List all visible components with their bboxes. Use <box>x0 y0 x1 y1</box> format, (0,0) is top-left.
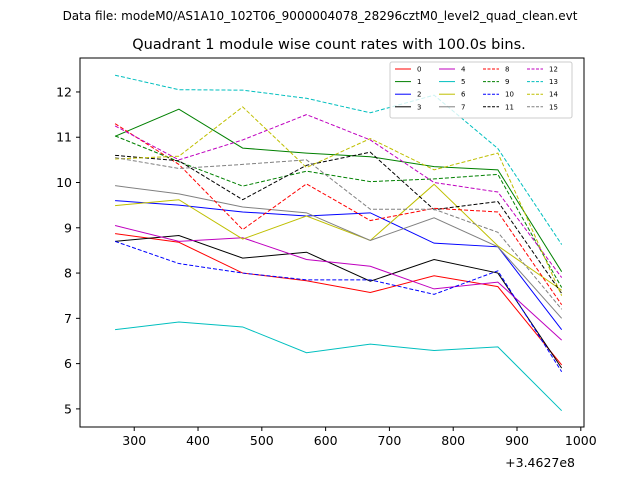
plot-frame <box>79 57 585 428</box>
legend-label-3: 3 <box>417 103 421 111</box>
legend-label-6: 6 <box>461 91 466 99</box>
x-tick-label: 400 <box>186 433 210 448</box>
series-line-4 <box>114 225 563 341</box>
legend-label-7: 7 <box>461 103 465 111</box>
legend-label-9: 9 <box>505 78 509 86</box>
y-tick-label: 11 <box>56 130 72 145</box>
series-line-8 <box>114 123 563 306</box>
y-tick-label: 12 <box>56 84 72 99</box>
series-line-14 <box>115 106 563 296</box>
legend-label-5: 5 <box>461 78 465 86</box>
y-tick-label: 8 <box>64 266 72 281</box>
y-tick-label: 7 <box>64 311 72 326</box>
x-tick-label: 600 <box>314 433 338 448</box>
series-line-5 <box>115 321 563 412</box>
legend-label-13: 13 <box>549 78 558 86</box>
series-line-1 <box>114 108 563 272</box>
series-line-12 <box>114 114 563 278</box>
chart-suptitle: Data file: modeM0/AS1A10_102T06_90000040… <box>63 9 578 23</box>
legend-label-14: 14 <box>549 91 558 99</box>
x-offset-label: +3.4627e8 <box>505 455 575 470</box>
chart-title: Quadrant 1 module wise count rates with … <box>132 37 526 53</box>
y-tick-label: 5 <box>64 401 72 416</box>
x-tick-label: 700 <box>377 433 401 448</box>
legend-label-11: 11 <box>505 103 514 111</box>
series-line-10 <box>114 240 563 373</box>
legend-label-12: 12 <box>549 66 558 74</box>
legend-box <box>389 61 573 119</box>
legend-label-0: 0 <box>417 66 421 74</box>
x-tick-label: 1000 <box>565 433 597 448</box>
series-line-3 <box>115 234 563 369</box>
x-axis: 300 400 500 600 700 800 900 1000 <box>122 427 597 448</box>
y-axis: 5 6 7 8 9 10 11 12 <box>56 84 80 416</box>
x-tick-label: 800 <box>441 433 465 448</box>
legend-label-8: 8 <box>505 66 509 74</box>
series-line-7 <box>115 185 563 319</box>
y-tick-label: 10 <box>56 175 72 190</box>
series-line-0 <box>115 233 563 366</box>
series-line-11 <box>115 151 563 294</box>
legend-label-4: 4 <box>461 66 466 74</box>
x-tick-label: 900 <box>505 433 529 448</box>
y-tick-label: 6 <box>64 356 72 371</box>
series-line-6 <box>115 183 562 291</box>
x-tick-label: 500 <box>250 433 274 448</box>
legend-label-15: 15 <box>549 103 558 111</box>
series-layer <box>114 74 563 412</box>
y-tick-label: 9 <box>64 220 72 235</box>
legend-label-1: 1 <box>417 78 421 86</box>
series-line-15 <box>115 157 563 310</box>
legend-label-2: 2 <box>417 91 421 99</box>
series-line-9 <box>114 135 563 288</box>
x-tick-label: 300 <box>122 433 146 448</box>
legend-label-10: 10 <box>505 91 514 99</box>
